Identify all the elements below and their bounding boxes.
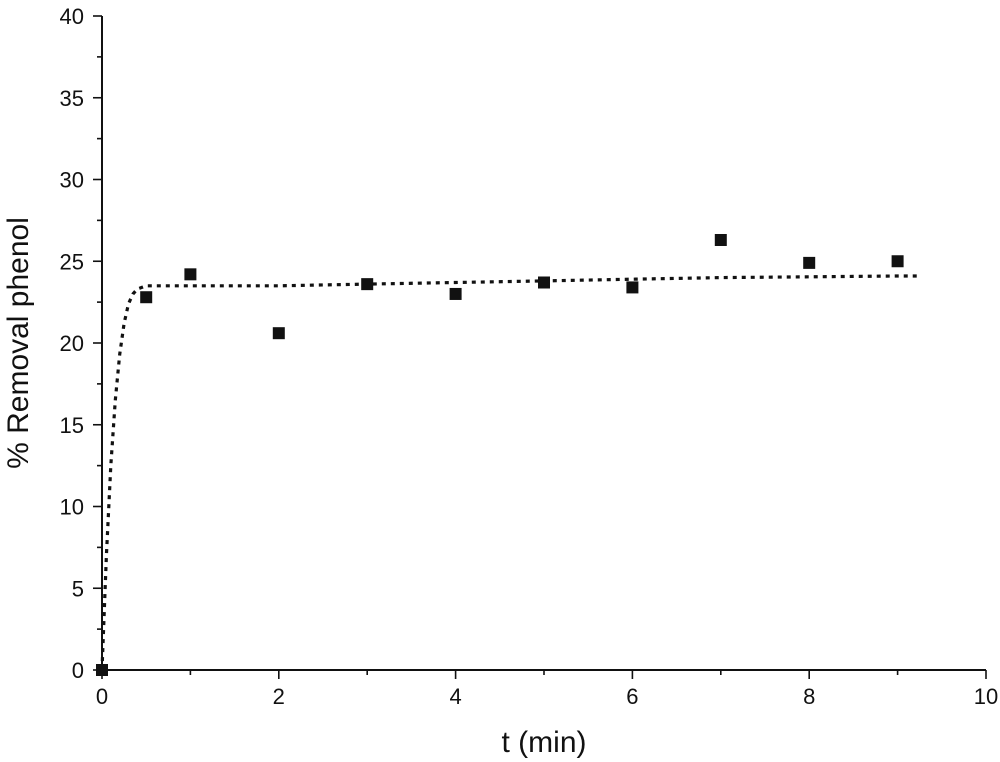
data-point <box>184 268 197 281</box>
x-tick-label: 2 <box>273 684 285 709</box>
y-tick-label: 0 <box>72 658 84 683</box>
y-tick-label: 15 <box>60 413 84 438</box>
data-point <box>140 291 153 304</box>
y-tick-label: 20 <box>60 331 84 356</box>
x-axis-title: t (min) <box>502 726 587 759</box>
y-tick-label: 35 <box>60 86 84 111</box>
y-tick-label: 5 <box>72 576 84 601</box>
y-tick-label: 40 <box>60 4 84 29</box>
y-tick-label: 30 <box>60 168 84 193</box>
data-point <box>272 327 285 340</box>
y-axis-title: % Removal phenol <box>2 217 35 469</box>
data-points <box>96 233 904 676</box>
y-tick-label: 10 <box>60 495 84 520</box>
x-tick-label: 4 <box>449 684 461 709</box>
x-tick-label: 6 <box>626 684 638 709</box>
fit-line <box>100 274 920 671</box>
data-point <box>96 664 108 676</box>
data-point <box>714 233 727 246</box>
data-point <box>361 278 374 291</box>
x-axis: 0 2 4 6 8 10 <box>96 669 998 709</box>
fit-curve <box>100 274 920 671</box>
x-tick-label: 0 <box>96 684 108 709</box>
data-point <box>626 281 639 294</box>
data-point <box>538 276 550 289</box>
x-tick-label: 8 <box>803 684 815 709</box>
data-point <box>891 255 904 268</box>
data-point <box>449 287 462 300</box>
x-tick-label: 10 <box>974 684 998 709</box>
y-axis: 0 5 10 15 20 25 30 35 40 <box>60 4 103 683</box>
y-tick-label: 25 <box>60 249 84 274</box>
data-point <box>803 256 816 269</box>
